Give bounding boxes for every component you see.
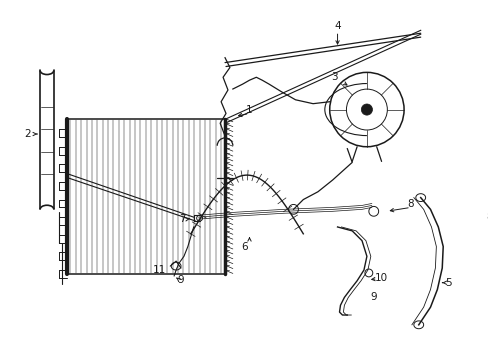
Text: 10: 10 <box>374 273 387 283</box>
Text: 7: 7 <box>178 214 185 224</box>
Circle shape <box>361 104 372 115</box>
Text: 5: 5 <box>444 278 450 288</box>
Text: 9: 9 <box>370 292 376 302</box>
Text: 11: 11 <box>153 265 166 275</box>
Text: 8: 8 <box>485 212 488 222</box>
Text: 8: 8 <box>407 199 413 210</box>
Text: 4: 4 <box>334 21 340 31</box>
Text: 3: 3 <box>331 72 337 82</box>
Text: 9: 9 <box>177 275 184 285</box>
Text: 2: 2 <box>24 129 31 139</box>
Text: 1: 1 <box>245 104 252 114</box>
Text: 6: 6 <box>241 242 247 252</box>
